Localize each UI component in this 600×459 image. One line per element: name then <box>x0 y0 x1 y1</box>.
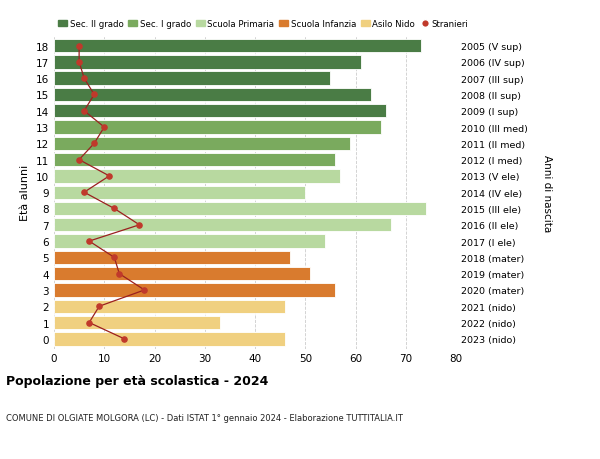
Legend: Sec. II grado, Sec. I grado, Scuola Primaria, Scuola Infanzia, Asilo Nido, Stran: Sec. II grado, Sec. I grado, Scuola Prim… <box>58 20 468 29</box>
Point <box>104 173 114 180</box>
Bar <box>54 40 421 53</box>
Point <box>85 319 94 326</box>
Point <box>74 59 84 67</box>
Text: COMUNE DI OLGIATE MOLGORA (LC) - Dati ISTAT 1° gennaio 2024 - Elaborazione TUTTI: COMUNE DI OLGIATE MOLGORA (LC) - Dati IS… <box>6 413 403 422</box>
Bar <box>54 202 426 216</box>
Text: Popolazione per età scolastica - 2024: Popolazione per età scolastica - 2024 <box>6 374 268 387</box>
Bar <box>54 235 325 248</box>
Bar <box>54 316 220 330</box>
Point <box>79 189 89 196</box>
Point <box>115 270 124 278</box>
Bar <box>54 137 350 151</box>
Point <box>140 286 149 294</box>
Point <box>85 238 94 245</box>
Point <box>110 205 119 213</box>
Bar <box>54 121 380 134</box>
Bar <box>54 105 386 118</box>
Point <box>89 140 99 148</box>
Y-axis label: Anni di nascita: Anni di nascita <box>542 154 551 231</box>
Point <box>74 43 84 50</box>
Point <box>119 336 129 343</box>
Point <box>74 157 84 164</box>
Bar <box>54 284 335 297</box>
Bar <box>54 56 361 69</box>
Point <box>79 108 89 115</box>
Bar <box>54 218 391 232</box>
Bar <box>54 186 305 200</box>
Bar <box>54 300 285 313</box>
Y-axis label: Età alunni: Età alunni <box>20 165 31 221</box>
Bar <box>54 89 371 102</box>
Point <box>134 222 144 229</box>
Point <box>89 91 99 99</box>
Bar <box>54 251 290 264</box>
Bar <box>54 73 331 86</box>
Bar <box>54 154 335 167</box>
Point <box>110 254 119 262</box>
Bar <box>54 170 340 183</box>
Bar <box>54 268 310 281</box>
Bar <box>54 332 285 346</box>
Point <box>79 75 89 83</box>
Point <box>94 303 104 310</box>
Point <box>100 124 109 131</box>
